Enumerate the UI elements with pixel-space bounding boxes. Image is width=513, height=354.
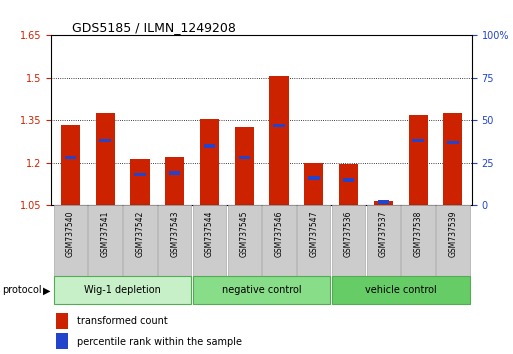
Bar <box>234 127 254 205</box>
Bar <box>269 76 289 205</box>
Bar <box>204 144 215 148</box>
Bar <box>378 200 389 204</box>
Bar <box>123 205 156 276</box>
Bar <box>100 139 111 142</box>
Text: GSM737537: GSM737537 <box>379 211 388 257</box>
Text: protocol: protocol <box>3 285 42 295</box>
Bar <box>193 276 330 304</box>
Bar <box>304 163 323 205</box>
Bar <box>95 113 115 205</box>
Bar <box>401 205 435 276</box>
Bar <box>239 156 250 159</box>
Text: percentile rank within the sample: percentile rank within the sample <box>76 337 242 347</box>
Bar <box>447 141 459 144</box>
Text: GSM737542: GSM737542 <box>135 211 145 257</box>
Bar <box>200 119 219 205</box>
Bar <box>55 333 68 349</box>
Bar <box>130 159 149 205</box>
Bar <box>367 205 400 276</box>
Bar <box>54 205 87 276</box>
Bar <box>54 276 191 304</box>
Bar <box>374 201 393 205</box>
Bar <box>343 178 354 182</box>
Bar <box>332 205 365 276</box>
Text: vehicle control: vehicle control <box>365 285 437 295</box>
Bar <box>65 156 76 159</box>
Bar <box>262 205 295 276</box>
Bar <box>339 164 358 205</box>
Text: GSM737547: GSM737547 <box>309 211 318 257</box>
Bar <box>412 139 424 142</box>
Bar <box>332 276 469 304</box>
Bar <box>436 205 469 276</box>
Text: GSM737539: GSM737539 <box>448 211 457 257</box>
Bar <box>443 113 462 205</box>
Bar <box>61 125 80 205</box>
Bar <box>408 115 428 205</box>
Bar <box>273 124 285 127</box>
Bar <box>297 205 330 276</box>
Text: GSM737545: GSM737545 <box>240 211 249 257</box>
Text: GSM737538: GSM737538 <box>413 211 423 257</box>
Bar <box>158 205 191 276</box>
Text: GDS5185 / ILMN_1249208: GDS5185 / ILMN_1249208 <box>72 21 236 34</box>
Bar <box>89 205 122 276</box>
Text: GSM737543: GSM737543 <box>170 211 179 257</box>
Bar <box>55 313 68 329</box>
Text: GSM737541: GSM737541 <box>101 211 110 257</box>
Text: ▶: ▶ <box>43 285 50 295</box>
Text: GSM737536: GSM737536 <box>344 211 353 257</box>
Bar <box>169 171 181 175</box>
Text: GSM737544: GSM737544 <box>205 211 214 257</box>
Text: GSM737546: GSM737546 <box>274 211 284 257</box>
Text: Wig-1 depletion: Wig-1 depletion <box>84 285 161 295</box>
Bar <box>228 205 261 276</box>
Text: negative control: negative control <box>222 285 302 295</box>
Text: transformed count: transformed count <box>76 316 167 326</box>
Bar <box>193 205 226 276</box>
Bar <box>165 157 184 205</box>
Bar <box>134 173 146 176</box>
Text: GSM737540: GSM737540 <box>66 211 75 257</box>
Bar <box>308 176 320 180</box>
